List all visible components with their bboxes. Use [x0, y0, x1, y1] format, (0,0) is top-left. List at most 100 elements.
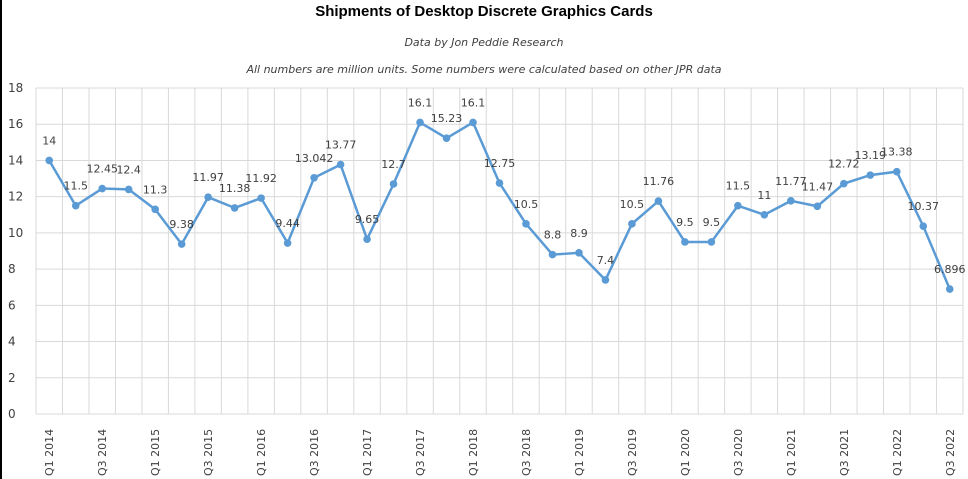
x-tick-label: Q1 2016	[255, 429, 268, 476]
data-label: 12.75	[484, 157, 516, 170]
data-label: 11.76	[643, 175, 675, 188]
data-point	[416, 118, 424, 127]
y-tick-label: 2	[8, 371, 16, 385]
data-point	[363, 235, 371, 244]
data-label: 12.45	[86, 163, 118, 176]
chart-note: All numbers are million units. Some numb…	[246, 63, 722, 76]
x-tick-label: Q1 2021	[785, 429, 798, 476]
left-border	[0, 0, 2, 479]
data-label: 11.77	[775, 175, 807, 188]
x-tick-label: Q3 2017	[414, 429, 427, 476]
data-label: 14	[42, 134, 56, 147]
data-point	[601, 276, 610, 284]
data-label: 8.9	[570, 227, 588, 240]
data-point	[548, 250, 557, 259]
data-label: 9.38	[169, 218, 194, 231]
chart-subtitle: Data by Jon Peddie Research	[404, 36, 564, 49]
data-point	[707, 238, 716, 246]
data-label: 9.44	[275, 217, 300, 230]
x-tick-label: Q3 2016	[308, 429, 321, 476]
data-point	[469, 118, 477, 127]
data-label: 16.1	[408, 96, 433, 109]
y-tick-label: 8	[8, 262, 16, 276]
data-point	[389, 180, 398, 188]
data-point	[813, 202, 822, 211]
y-tick-label: 12	[8, 190, 23, 204]
data-point	[283, 239, 292, 247]
data-point	[230, 204, 239, 212]
data-label: 10.37	[908, 200, 940, 213]
data-point	[840, 179, 848, 188]
y-tick-label: 4	[8, 335, 16, 349]
data-point	[919, 222, 928, 230]
data-label: 9.5	[703, 216, 721, 229]
data-label: 13.042	[295, 152, 334, 165]
x-tick-label: Q1 2020	[679, 429, 692, 476]
data-label: 15.23	[431, 112, 463, 125]
data-point	[681, 238, 689, 246]
data-label: 11.5	[63, 180, 88, 193]
y-tick-label: 0	[8, 407, 16, 421]
y-tick-label: 18	[8, 81, 23, 95]
grid	[35, 87, 964, 415]
data-label: 6.896	[934, 263, 966, 276]
data-label: 11.5	[726, 180, 751, 193]
data-label: 11	[757, 189, 771, 202]
data-point	[892, 167, 901, 176]
x-tick-label: Q3 2014	[96, 429, 109, 476]
data-label: 11.38	[219, 182, 251, 195]
data-label: 10.5	[514, 198, 539, 211]
data-label: 13.38	[881, 146, 913, 159]
data-point	[495, 179, 504, 187]
y-tick-label: 16	[8, 117, 23, 131]
x-tick-label: Q1 2017	[361, 429, 374, 476]
x-tick-label: Q1 2019	[573, 429, 586, 476]
data-point	[204, 193, 212, 202]
data-point	[787, 197, 795, 205]
data-label: 11.92	[245, 172, 277, 185]
data-point	[945, 285, 954, 293]
x-tick-label: Q3 2021	[838, 429, 851, 476]
x-tick-label: Q3 2019	[626, 429, 639, 476]
x-tick-label: Q3 2018	[520, 429, 533, 476]
x-tick-label: Q1 2018	[467, 429, 480, 476]
x-tick-label: Q1 2022	[891, 429, 904, 476]
series-shipments	[45, 118, 954, 293]
data-point	[98, 184, 107, 193]
x-tick-label: Q1 2014	[43, 429, 56, 476]
y-tick-label: 14	[8, 153, 23, 167]
data-point	[575, 249, 583, 257]
data-point	[177, 240, 186, 248]
data-point	[310, 173, 318, 182]
x-tick-label: Q3 2015	[202, 429, 215, 476]
data-label: 12.4	[116, 163, 141, 176]
data-point	[336, 160, 345, 169]
data-label: 11.47	[802, 180, 834, 193]
y-tick-label: 6	[8, 298, 16, 312]
data-point	[734, 201, 742, 210]
data-point	[45, 156, 54, 165]
data-label: 9.5	[676, 216, 694, 229]
x-tick-label: Q1 2015	[149, 429, 162, 476]
data-point	[442, 134, 451, 142]
data-label: 13.77	[325, 139, 357, 152]
data-label: 11.97	[192, 171, 224, 184]
chart-title: Shipments of Desktop Discrete Graphics C…	[315, 3, 653, 20]
data-point	[257, 194, 265, 202]
data-point	[760, 210, 769, 219]
data-point	[522, 220, 530, 228]
data-point	[71, 201, 80, 210]
data-label: 13.19	[855, 149, 887, 162]
data-label: 12.72	[828, 158, 860, 171]
data-label: 10.5	[620, 198, 645, 211]
data-label: 12.7	[381, 158, 406, 171]
data-point	[654, 197, 663, 205]
data-label: 7.4	[597, 254, 615, 267]
data-label: 9.65	[355, 213, 380, 226]
y-tick-label: 10	[8, 226, 23, 240]
x-tick-label: Q3 2020	[732, 429, 745, 476]
data-point	[151, 205, 159, 214]
data-point	[628, 220, 636, 228]
